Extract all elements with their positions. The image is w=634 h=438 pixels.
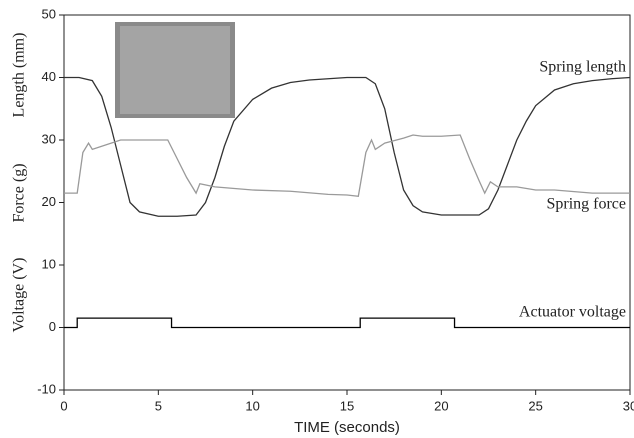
y-tick-label: 20: [42, 194, 56, 209]
series-line: [64, 317, 630, 329]
y-tick-label: 10: [42, 256, 56, 271]
x-tick-label: 30: [623, 398, 634, 413]
inset-photo-detail: [120, 26, 230, 114]
series-label: Actuator voltage: [519, 304, 626, 321]
y-axis-label: Length (mm): [11, 33, 28, 118]
y-tick-label: 30: [42, 131, 56, 146]
series-line: [64, 134, 630, 197]
y-tick-label: 50: [42, 6, 56, 21]
x-tick-label: 25: [528, 398, 542, 413]
y-tick-label: 40: [42, 69, 56, 84]
y-axis-label: Force (g): [11, 163, 28, 222]
x-tick-label: 5: [155, 398, 162, 413]
x-tick-label: 15: [340, 398, 354, 413]
x-tick-label: 0: [60, 398, 67, 413]
y-tick-label: 0: [49, 319, 56, 334]
series-label: Spring length: [539, 59, 626, 76]
y-axis-label: Voltage (V): [11, 258, 28, 333]
x-axis-label: TIME (seconds): [294, 419, 400, 436]
x-tick-label: 20: [434, 398, 448, 413]
x-tick-label: 10: [245, 398, 259, 413]
y-tick-label: -10: [37, 381, 56, 396]
series-line: [64, 76, 631, 217]
series-label: Spring force: [546, 196, 626, 213]
